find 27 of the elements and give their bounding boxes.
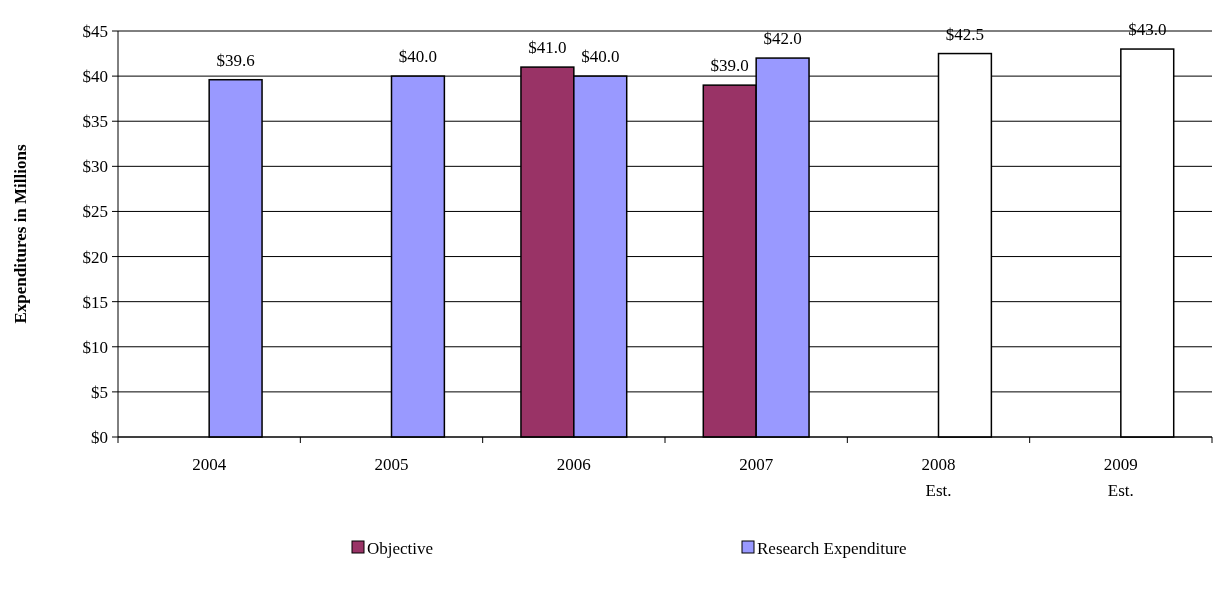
y-tick-label: $40 — [82, 67, 108, 87]
y-tick-label: $20 — [82, 247, 108, 267]
data-label: $42.0 — [763, 29, 802, 49]
data-label: $43.0 — [1128, 20, 1167, 40]
y-tick-label: $35 — [82, 112, 108, 132]
y-tick-label: $15 — [82, 292, 108, 312]
y-tick-label: $10 — [82, 337, 108, 357]
data-label: $42.5 — [945, 24, 985, 44]
y-axis-title: Expenditures in Millions — [11, 144, 30, 324]
legend-label: Objective — [367, 538, 434, 558]
legend-label: Research Expenditure — [757, 538, 907, 558]
y-tick-label: $25 — [82, 202, 108, 222]
x-tick-label: 2006 — [556, 455, 591, 474]
data-label: $40.0 — [581, 47, 620, 67]
y-tick-label: $0 — [91, 427, 108, 447]
x-tick-label: 2005 — [374, 455, 409, 474]
x-tick-label: 2008 Est. — [921, 455, 956, 500]
data-label: $39.6 — [216, 50, 255, 70]
x-tick-label: 2007 — [739, 455, 774, 474]
y-tick-label: $30 — [82, 157, 108, 177]
data-label: $39.0 — [710, 56, 749, 76]
data-label: $40.0 — [398, 47, 438, 67]
x-tick-label: 2009 Est. — [1103, 455, 1138, 500]
data-label: $41.0 — [528, 38, 567, 58]
x-tick-label: 2004 — [192, 455, 227, 474]
y-tick-label: $5 — [91, 382, 108, 402]
y-tick-label: $45 — [82, 21, 108, 41]
